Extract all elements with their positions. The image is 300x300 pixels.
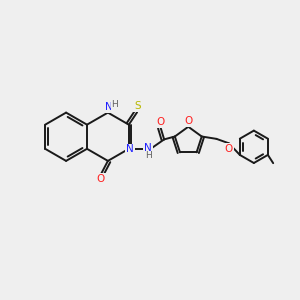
Text: O: O (97, 174, 105, 184)
Text: S: S (134, 101, 141, 111)
Text: O: O (184, 116, 192, 126)
Text: O: O (157, 117, 165, 127)
Text: N: N (144, 143, 152, 153)
Text: H: H (111, 100, 118, 109)
Text: N: N (105, 102, 112, 112)
Text: O: O (225, 144, 233, 154)
Text: H: H (145, 152, 152, 160)
Text: N: N (126, 144, 134, 154)
